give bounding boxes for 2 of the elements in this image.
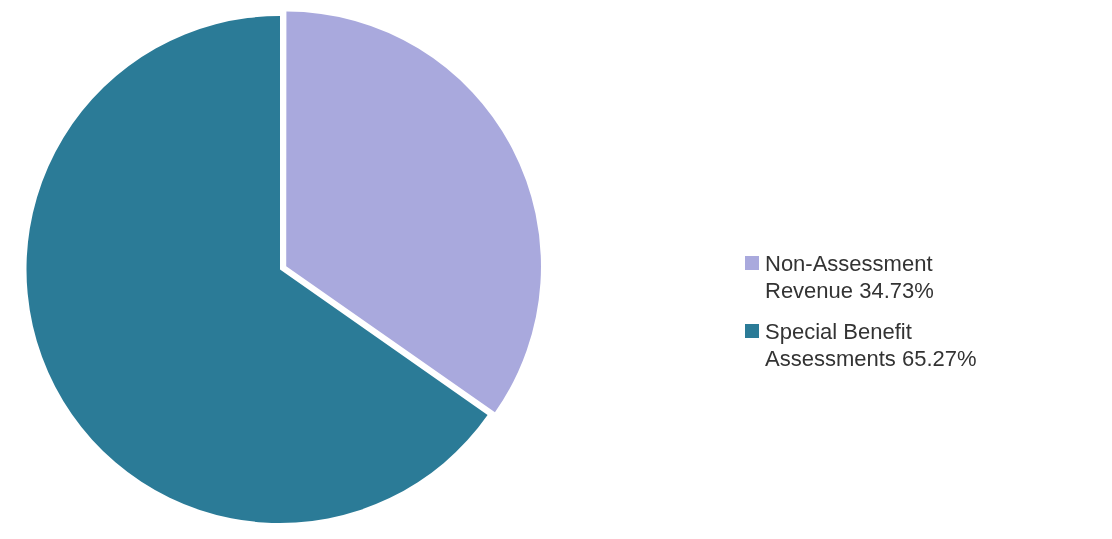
legend-label: Special Benefit Assessments 65.27% [765,318,978,372]
legend-label: Non-Assessment Revenue 34.73% [765,250,935,304]
